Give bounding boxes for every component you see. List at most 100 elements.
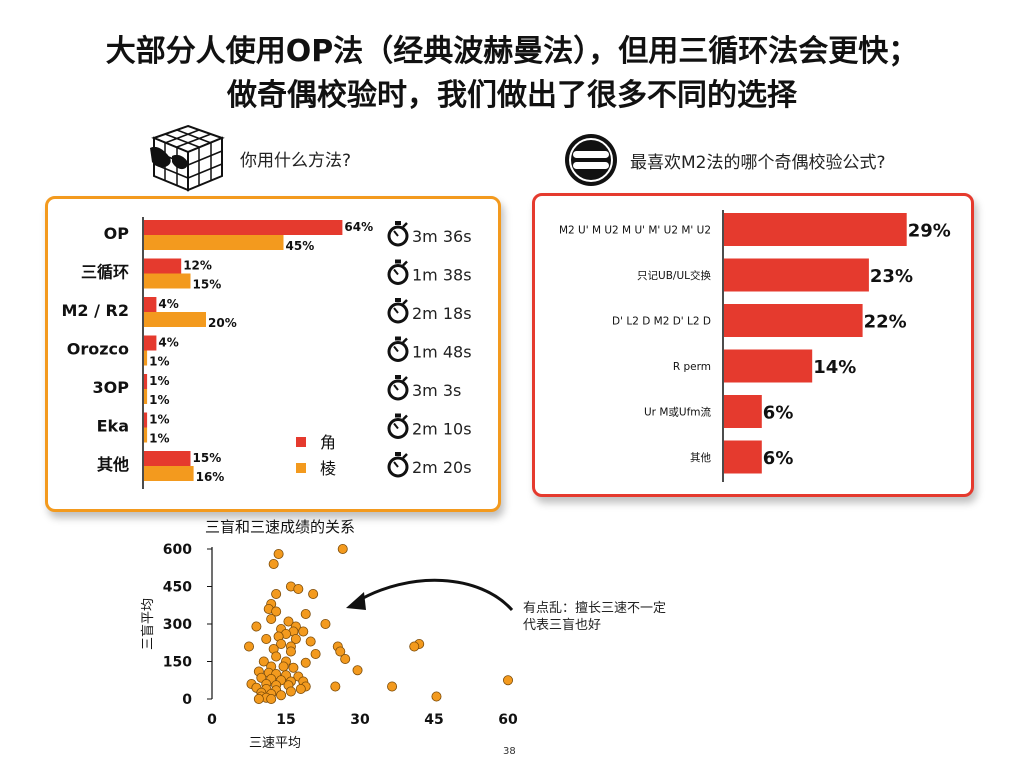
bar-corner — [144, 412, 148, 428]
scatter-point — [352, 665, 363, 676]
bar-corner — [144, 220, 343, 235]
bar — [724, 395, 762, 428]
scatter-point — [276, 690, 287, 701]
scatter-point — [251, 621, 262, 632]
category-label: 只记UB/UL交换 — [637, 269, 711, 282]
solve-time-label: 1m 48s — [412, 343, 472, 362]
stopwatch-icon — [387, 221, 409, 247]
data-label: 1% — [149, 374, 169, 388]
page-title-line1: 大部分人使用OP法（经典波赫曼法），但用三循环法会更快； — [105, 34, 919, 69]
bar-corner — [144, 258, 182, 274]
stopwatch-icon — [387, 298, 409, 324]
bar — [724, 213, 907, 246]
category-label: 其他 — [690, 451, 711, 464]
bar — [724, 440, 762, 474]
category-label: Eka — [97, 417, 129, 436]
scatter-point — [285, 646, 296, 657]
data-label: 64% — [344, 220, 373, 234]
scatter-point — [502, 675, 513, 686]
scatter-point — [409, 641, 420, 652]
parity-chart-panel: M2 U' M U2 M U' M' U2 M' U2 29% 只记UB/UL交换 2… — [532, 193, 974, 497]
scatter-point — [293, 584, 304, 595]
scatter-point — [271, 651, 282, 662]
category-label: 三循环 — [81, 263, 129, 282]
category-label: M2 U' M U2 M U' M' U2 M' U2 — [559, 225, 711, 237]
data-label: 4% — [158, 297, 178, 311]
scatter-point — [273, 549, 284, 560]
scatter-title: 三盲和三速成绩的关系 — [205, 518, 355, 536]
category-label: 其他 — [97, 455, 129, 474]
page-title-line2: 做奇偶校验时，我们做出了很多不同的选择 — [227, 78, 797, 113]
scatter-point — [337, 544, 348, 555]
scatter-chart: 三盲和三速成绩的关系 0 150 300 450 600 0 15 30 45 60 三速平均 三盲平均 — [140, 518, 518, 751]
x-tick-label: 30 — [350, 712, 370, 728]
data-label: 1% — [149, 355, 169, 369]
y-tick-label: 300 — [163, 617, 192, 633]
bar-corner — [144, 374, 148, 389]
stopwatch-icon — [387, 375, 409, 401]
bar-edge — [144, 273, 191, 289]
legend-label-edge: 棱 — [320, 459, 336, 478]
bar-edge — [144, 235, 284, 250]
scatter-point — [305, 636, 316, 647]
scatter-point — [261, 634, 272, 645]
solve-time-label: 2m 20s — [412, 458, 472, 477]
category-label: 3OP — [93, 378, 130, 397]
parity-bar-chart: M2 U' M U2 M U' M' U2 M' U2 29% 只记UB/UL交换 2… — [559, 210, 951, 482]
rubiks-cube-icon — [150, 124, 225, 192]
bar — [724, 304, 863, 337]
x-tick-label: 45 — [424, 712, 443, 728]
scatter-point — [298, 626, 309, 637]
y-tick-label: 450 — [163, 580, 192, 596]
x-tick-label: 15 — [276, 712, 295, 728]
bar-edge — [144, 466, 194, 481]
data-label: 1% — [149, 393, 169, 407]
method-bar-chart: OP 64% 45% 3m 36s 三循环 12% 15% 1m 38s M2 / R2 4% 20… — [62, 217, 472, 489]
scatter-point — [253, 693, 264, 704]
data-label: 1% — [149, 432, 169, 446]
x-axis-label: 三速平均 — [249, 736, 301, 751]
y-tick-label: 150 — [163, 655, 192, 671]
page-number: 38 — [503, 746, 516, 757]
data-label: 1% — [149, 413, 169, 427]
data-label: 29% — [908, 221, 951, 242]
data-label: 12% — [183, 259, 212, 273]
scatter-point — [266, 693, 277, 704]
scatter-point — [387, 681, 398, 692]
y-axis-label: 三盲平均 — [140, 598, 156, 650]
category-label: R perm — [673, 361, 711, 373]
data-label: 45% — [286, 239, 315, 253]
scatter-point — [431, 691, 442, 702]
data-label: 4% — [158, 336, 178, 350]
scatter-point — [308, 589, 319, 600]
category-label: Orozco — [67, 340, 129, 359]
x-tick-label: 0 — [207, 712, 217, 728]
scatter-point — [271, 606, 282, 617]
bar-corner — [144, 297, 157, 312]
scatter-point — [320, 619, 331, 630]
solve-time-label: 3m 36s — [412, 227, 472, 246]
scatter-point — [290, 634, 301, 645]
scatter-point — [288, 662, 299, 673]
category-label: OP — [104, 224, 130, 243]
legend-label-corner: 角 — [320, 433, 336, 452]
solve-time-label: 2m 18s — [412, 304, 472, 323]
bar — [724, 349, 813, 383]
left-question: 你用什么方法? — [240, 151, 352, 171]
stopwatch-icon — [387, 259, 409, 285]
bar-corner — [144, 451, 191, 466]
scatter-point — [244, 641, 255, 652]
data-label: 16% — [196, 470, 225, 484]
method-chart-panel: OP 64% 45% 3m 36s 三循环 12% 15% 1m 38s M2 / R2 4% 20… — [45, 196, 501, 512]
legend-swatch-edge — [296, 463, 306, 473]
scatter-point — [271, 589, 282, 600]
data-label: 15% — [193, 451, 222, 465]
legend-swatch-corner — [296, 437, 306, 447]
scatter-point — [310, 648, 321, 659]
scatter-point — [285, 686, 296, 697]
scatter-point — [283, 616, 294, 627]
scatter-point — [258, 656, 269, 667]
data-label: 14% — [813, 357, 856, 378]
data-label: 20% — [208, 316, 237, 330]
y-tick-label: 600 — [163, 542, 192, 558]
